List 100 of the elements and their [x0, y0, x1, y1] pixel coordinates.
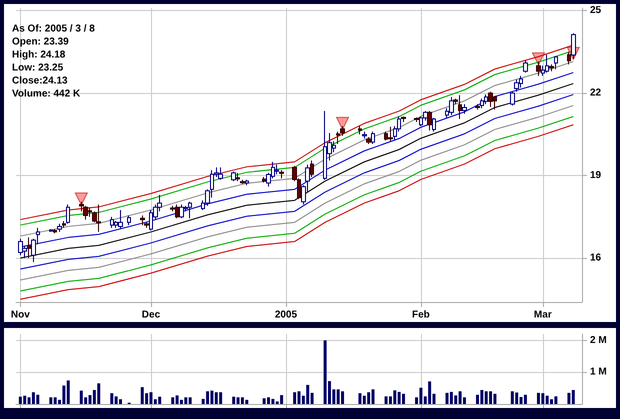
bar [572, 390, 575, 404]
candlestick [414, 116, 419, 123]
bar [23, 396, 26, 404]
candlestick [388, 126, 393, 142]
x-tick-label: Dec [142, 310, 161, 320]
candlestick [536, 61, 541, 76]
candlestick [275, 164, 279, 175]
candlestick [118, 209, 123, 230]
bar [393, 390, 396, 404]
candlestick [571, 32, 576, 60]
bar [219, 392, 222, 404]
bar [110, 393, 114, 404]
bar [454, 395, 458, 404]
bar [306, 384, 310, 404]
bar [36, 394, 40, 404]
candlestick [18, 238, 23, 256]
candlestick [449, 96, 454, 116]
bar [450, 392, 453, 404]
bar [140, 387, 144, 404]
candlestick [545, 54, 549, 74]
bar [54, 397, 57, 404]
bar [214, 392, 218, 404]
bar [66, 380, 70, 404]
candlestick [57, 223, 62, 232]
candlestick [236, 172, 240, 182]
bar [493, 394, 496, 404]
bar [118, 399, 122, 404]
candlestick [432, 117, 436, 132]
candlestick [218, 166, 223, 180]
bar [184, 397, 188, 404]
point [336, 116, 350, 130]
x-tick-label: Feb [412, 310, 430, 320]
bar [510, 391, 514, 404]
candlestick [188, 201, 192, 219]
bar [18, 396, 22, 404]
x-tick-label: Nov [10, 310, 30, 320]
candlestick [179, 204, 184, 219]
bar [480, 390, 484, 404]
bar [362, 396, 366, 404]
bar [80, 390, 83, 404]
candlestick [427, 110, 432, 132]
y-tick-label: 22 [590, 88, 602, 99]
bar [232, 396, 236, 404]
candlestick [53, 228, 57, 234]
bar [114, 396, 118, 404]
candlestick [340, 126, 345, 136]
candlestick [567, 51, 571, 65]
bar [293, 392, 296, 404]
candlestick [549, 64, 554, 72]
annotation: High: 24.18 [12, 50, 66, 60]
bar [541, 393, 544, 404]
bar [271, 398, 274, 404]
candlestick [96, 204, 101, 232]
bar [336, 389, 340, 404]
bar [428, 381, 432, 404]
candlestick [510, 91, 515, 106]
bar [524, 394, 527, 404]
candlestick [27, 236, 31, 259]
candlestick [279, 170, 284, 179]
bar [402, 394, 405, 404]
candlestick [66, 204, 70, 224]
candlestick [514, 78, 519, 92]
bar [367, 392, 370, 404]
annotation: Open: 23.39 [12, 36, 70, 48]
bar [245, 400, 248, 404]
candlestick [358, 126, 362, 135]
bar [515, 392, 518, 404]
candlestick [231, 170, 236, 182]
candlestick [110, 216, 114, 228]
candlestick [362, 131, 367, 140]
candlestick [240, 179, 245, 184]
annotation: Low: 23.25 [12, 62, 64, 74]
bar [484, 391, 488, 404]
candlestick [462, 104, 467, 114]
candlestick [83, 205, 88, 220]
candlestick [336, 131, 340, 145]
candlestick [49, 228, 53, 232]
bar [97, 383, 100, 404]
candlestick [480, 98, 484, 109]
y-tick-label: 19 [590, 170, 602, 182]
y-tick-label: 1 M [590, 366, 607, 378]
candlestick [366, 136, 371, 145]
point [74, 192, 88, 206]
bar [384, 396, 388, 404]
bar [49, 397, 52, 404]
x-tick-label: 2005 [274, 310, 298, 320]
candlestick [488, 91, 493, 108]
candlestick [127, 214, 131, 226]
bar [171, 397, 174, 404]
candlestick [475, 104, 480, 110]
candlestick [140, 214, 145, 226]
x-tick-label: Mar [534, 310, 552, 320]
bar [398, 392, 401, 404]
candlestick [523, 60, 528, 74]
bar [324, 340, 327, 404]
bar [262, 398, 266, 404]
candlestick [262, 176, 266, 183]
candlestick [484, 94, 488, 105]
candlestick [245, 179, 249, 186]
bar [188, 397, 192, 404]
